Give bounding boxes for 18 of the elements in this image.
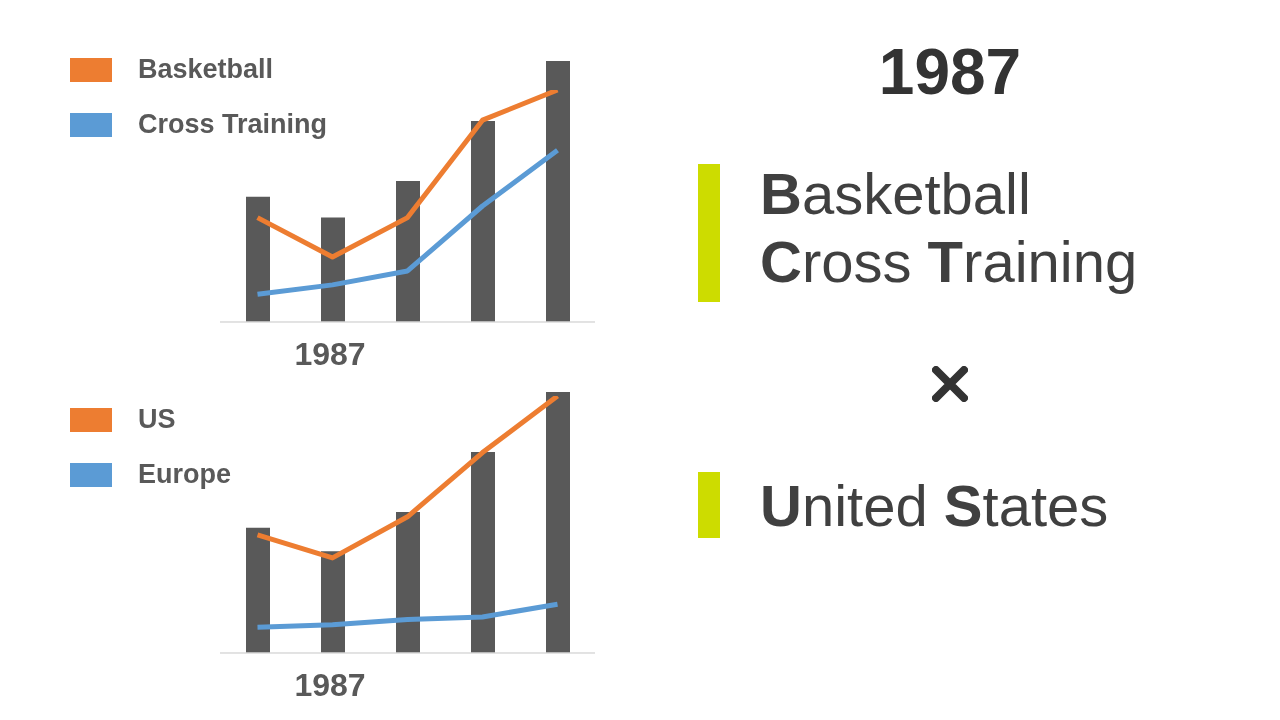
legend-label: Europe (138, 459, 232, 490)
text: Cross Training (760, 229, 1138, 294)
bar (471, 121, 495, 322)
legend-label: Cross Training (138, 109, 328, 140)
bar (546, 392, 570, 653)
legend-label: Basketball (138, 54, 274, 85)
bar (396, 512, 420, 653)
text: 1987 (877, 35, 1023, 109)
bar (471, 452, 495, 653)
bar (546, 61, 570, 322)
bar (246, 196, 270, 322)
x-axis-title: 1987 (293, 336, 367, 373)
legend-label: US (138, 404, 176, 435)
bar (246, 527, 270, 653)
bar (396, 181, 420, 322)
text: Basketball (760, 161, 1031, 226)
text: United States (760, 473, 1109, 538)
x-axis-title: 1987 (293, 667, 367, 704)
